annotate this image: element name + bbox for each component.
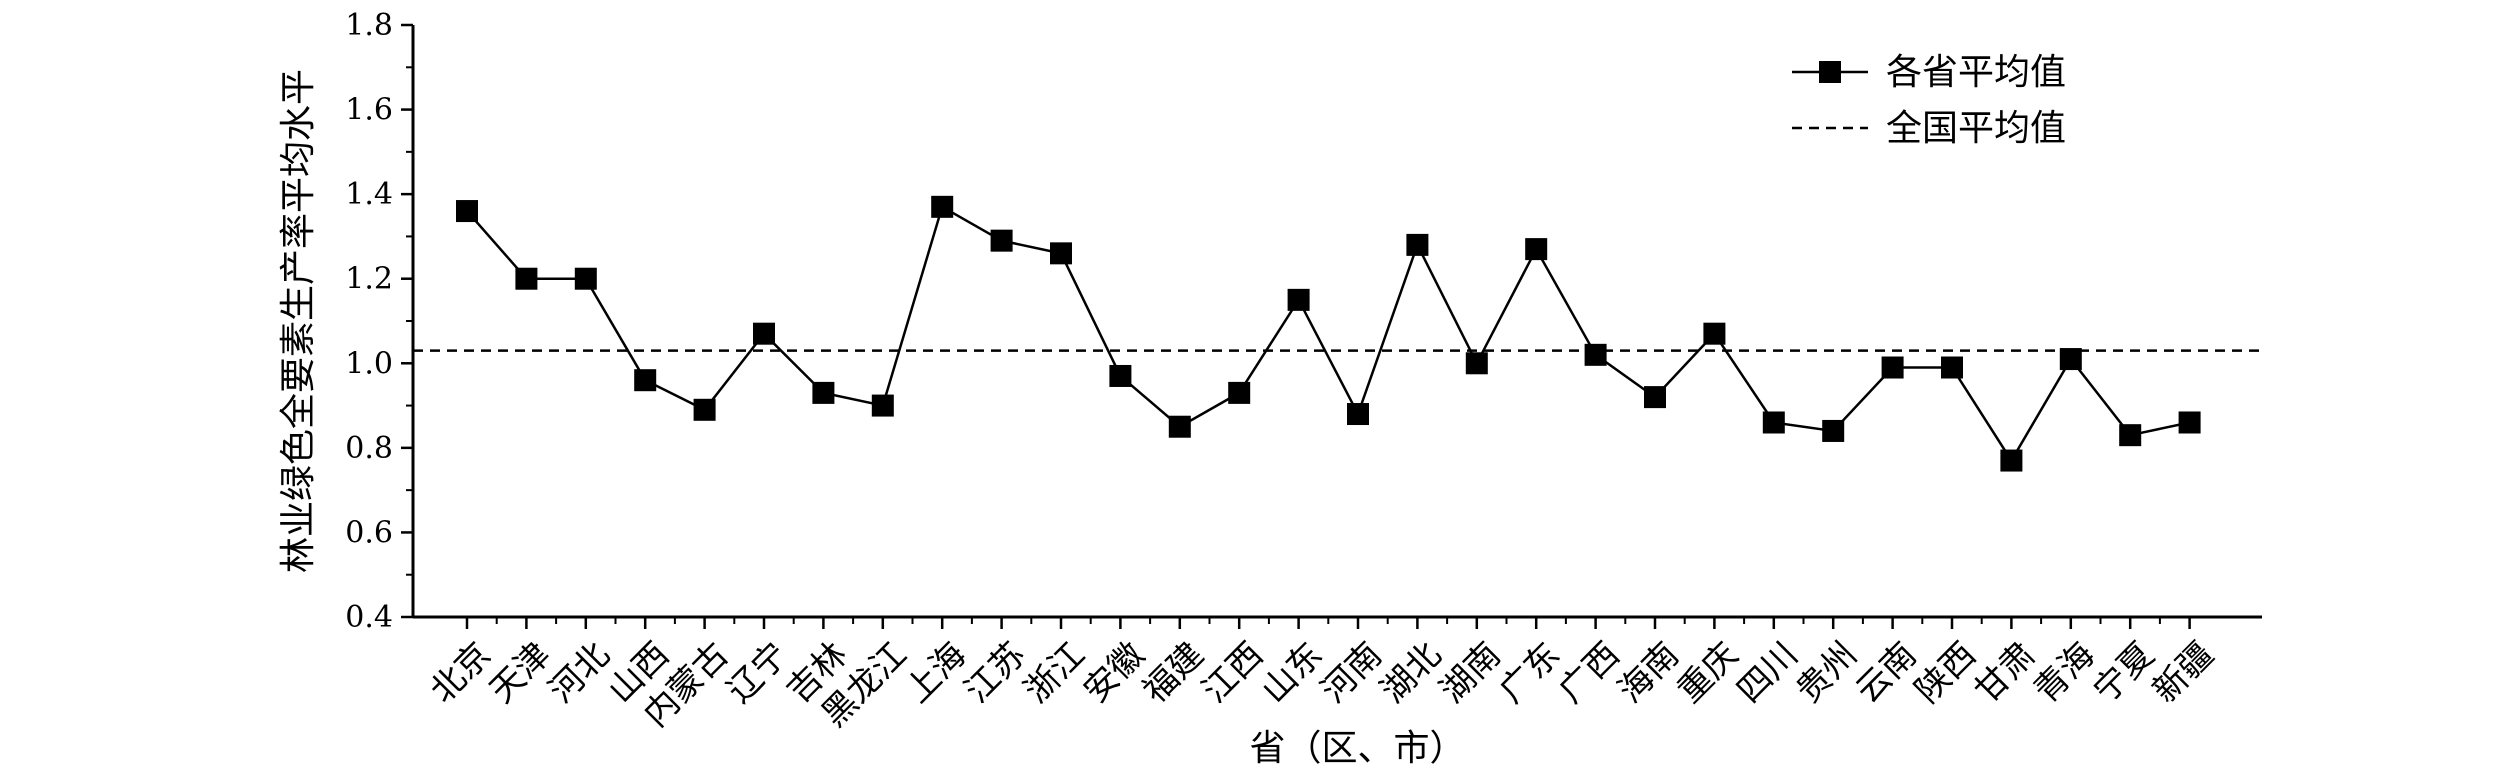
x-category-label: 江苏 (957, 635, 1033, 711)
x-axis-ticks: 北京天津河北山西内蒙古辽宁吉林黑龙江上海江苏浙江安徽福建江西山东河南湖北湖南广东… (423, 617, 2221, 735)
y-axis-title: 林业绿色全要素生产率平均水平 (278, 69, 319, 573)
data-point-marker (1168, 415, 1191, 438)
data-point-marker (1822, 419, 1845, 442)
x-category-label: 四川 (1729, 635, 1805, 711)
data-point-marker (1347, 403, 1369, 426)
data-point-marker (1584, 343, 1607, 366)
data-point-marker (1465, 352, 1488, 375)
x-category-label: 河北 (541, 635, 617, 711)
y-tick-label: 0.4 (345, 600, 393, 635)
x-category-label: 贵州 (1789, 635, 1865, 711)
x-category-label: 广东 (1492, 635, 1568, 711)
x-category-label: 河南 (1314, 635, 1390, 711)
y-axis-ticks: 0.4 0.6 0.8 1.0 1.2 1.4 1.6 1.8 (345, 8, 413, 635)
y-tick-label: 0.6 (345, 515, 393, 550)
x-category-label: 云南 (1848, 635, 1924, 711)
x-category-label: 重庆 (1670, 635, 1746, 711)
legend-square-marker (1819, 61, 1841, 83)
data-point-marker (1228, 381, 1251, 404)
x-category-label: 辽宁 (720, 635, 796, 711)
data-point-marker (1525, 238, 1548, 261)
legend-label-province-average: 各省平均值 (1886, 52, 2066, 93)
data-point-marker (753, 322, 775, 345)
data-point-marker (812, 381, 835, 404)
x-category-label: 陕西 (1908, 635, 1984, 711)
data-point-marker (1762, 411, 1785, 434)
y-tick-label: 1.2 (345, 262, 393, 297)
data-point-marker (2178, 411, 2201, 434)
x-category-label: 湖北 (1373, 635, 1449, 711)
x-category-label: 宁夏 (2086, 635, 2162, 711)
x-category-label: 天津 (482, 635, 558, 711)
x-axis-title: 省（区、市） (1249, 728, 1465, 769)
x-category-label: 北京 (423, 635, 499, 711)
data-point-marker (456, 200, 478, 223)
data-point-marker (1050, 242, 1072, 265)
data-point-marker (931, 195, 954, 218)
x-category-label: 青海 (2026, 635, 2102, 711)
data-point-marker (2059, 348, 2082, 371)
data-point-marker (2119, 424, 2142, 447)
x-category-label: 新疆 (2145, 635, 2221, 711)
data-point-marker (1406, 233, 1429, 256)
series-line-province-average (466, 204, 2190, 463)
data-point-marker (871, 394, 894, 417)
data-point-marker (1109, 364, 1132, 387)
legend-item-province-average: 各省平均值 (1792, 52, 2066, 93)
data-point-marker (1644, 386, 1666, 409)
series-markers (456, 195, 2201, 472)
y-tick-label: 1.0 (345, 346, 393, 381)
x-category-label: 广西 (1551, 635, 1627, 711)
x-category-label: 江西 (1195, 635, 1271, 711)
y-tick-label: 1.6 (345, 93, 393, 128)
x-category-label: 海南 (1611, 635, 1687, 711)
x-category-label: 上海 (898, 635, 974, 711)
legend: 各省平均值 全国平均值 (1792, 52, 2066, 149)
legend-label-national-average: 全国平均值 (1886, 108, 2066, 149)
x-category-label: 福建 (1135, 635, 1211, 711)
data-point-marker (1287, 288, 1310, 311)
data-point-marker (990, 229, 1013, 252)
data-point-marker (2000, 449, 2023, 472)
data-point-marker (515, 267, 538, 290)
data-point-marker (1881, 356, 1904, 379)
x-category-label: 甘肃 (1967, 635, 2043, 711)
x-category-label: 山东 (1254, 635, 1330, 711)
data-point-marker (693, 398, 716, 421)
data-point-marker (1941, 356, 1963, 379)
y-tick-label: 1.8 (345, 8, 393, 43)
y-tick-label: 0.8 (345, 431, 393, 466)
x-category-label: 安徽 (1076, 635, 1152, 711)
data-point-marker (574, 267, 597, 290)
data-point-marker (634, 369, 657, 392)
legend-item-national-average: 全国平均值 (1792, 108, 2066, 149)
x-category-label: 浙江 (1017, 635, 1093, 711)
x-category-label: 湖南 (1432, 635, 1508, 711)
data-point-marker (1703, 322, 1726, 345)
y-tick-label: 1.4 (345, 177, 393, 212)
